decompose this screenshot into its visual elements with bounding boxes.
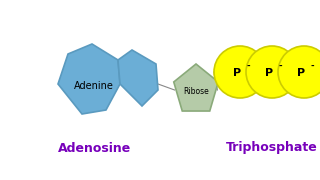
Text: -: - [278,62,282,71]
Text: Adenine: Adenine [74,81,114,91]
Polygon shape [174,64,218,111]
Ellipse shape [278,46,320,98]
Text: -: - [246,62,250,71]
Text: P: P [265,68,273,78]
Text: -: - [310,62,314,71]
Ellipse shape [214,46,266,98]
Text: P: P [233,68,241,78]
Text: P: P [297,68,305,78]
Polygon shape [58,44,120,114]
Text: Adenosine: Adenosine [58,141,132,154]
Ellipse shape [246,46,298,98]
Polygon shape [118,50,158,106]
Text: Triphosphate: Triphosphate [226,141,318,154]
Text: Ribose: Ribose [183,87,209,96]
